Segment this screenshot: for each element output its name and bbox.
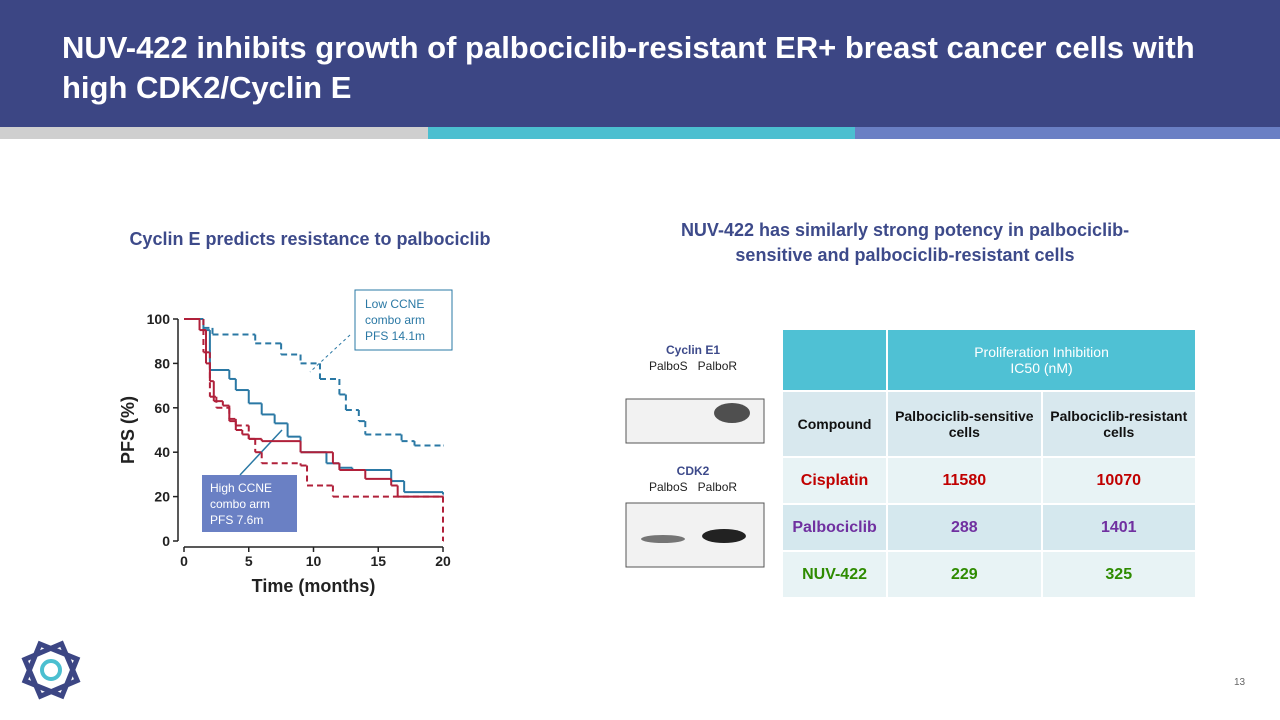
y-tick-label: 40 bbox=[154, 444, 170, 460]
y-tick-label: 80 bbox=[154, 355, 170, 371]
title-bar bbox=[0, 0, 1280, 127]
ic50-table: Proliferation Inhibition IC50 (nM) Compo… bbox=[780, 328, 1198, 599]
callout-line: PFS 7.6m bbox=[210, 513, 264, 527]
x-tick-label: 5 bbox=[245, 553, 253, 569]
x-tick-label: 15 bbox=[370, 553, 386, 569]
page-number: 13 bbox=[1234, 677, 1246, 688]
callout-box bbox=[354, 289, 453, 351]
lane-label: PalboS bbox=[648, 359, 688, 373]
blot-band bbox=[641, 535, 685, 543]
group-header-text: Proliferation Inhibition bbox=[974, 344, 1109, 360]
table-row: Palbociclib 288 1401 bbox=[780, 503, 1198, 552]
y-axis-label: PFS (%) bbox=[118, 396, 138, 464]
cell: Cisplatin bbox=[780, 456, 889, 505]
lane-label: PalboR bbox=[697, 359, 738, 373]
x-tick-label: 20 bbox=[435, 553, 451, 569]
logo bbox=[21, 640, 81, 700]
cell: 10070 bbox=[1040, 456, 1198, 505]
callout-line: High CCNE bbox=[210, 481, 273, 495]
blot-label: Cyclin E1 PalboS PalboR bbox=[623, 342, 763, 374]
blot-band bbox=[714, 403, 750, 423]
x-tick-label: 0 bbox=[180, 553, 188, 569]
table-header: Proliferation Inhibition IC50 (nM) bbox=[780, 328, 1197, 392]
stripe bbox=[855, 127, 1280, 139]
group-subheader-text: IC50 (nM) bbox=[1010, 360, 1073, 376]
km-chart: 0 20 40 60 80 100 0 5 10 15 20 Time (months) PFS (%) bbox=[118, 311, 451, 596]
blot-band bbox=[702, 529, 746, 543]
table-row: NUV-422 229 325 bbox=[780, 550, 1198, 599]
cell: Palbociclib bbox=[780, 503, 889, 552]
stripe bbox=[0, 127, 428, 139]
stripe bbox=[428, 127, 855, 139]
x-tick-label: 10 bbox=[306, 553, 322, 569]
cell: 11580 bbox=[886, 456, 1043, 505]
callout-line: PFS 14.1m bbox=[365, 329, 426, 343]
y-tick-label: 20 bbox=[154, 489, 170, 505]
callout-arrow bbox=[309, 334, 351, 373]
y-tick-label: 100 bbox=[147, 311, 171, 327]
slide-title: NUV-422 inhibits growth of palbociclib-r… bbox=[62, 30, 1195, 105]
column-header: Palbociclib-sensitive cells bbox=[886, 390, 1043, 458]
blot-label: CDK2 PalboS PalboR bbox=[623, 463, 763, 495]
y-tick-label: 0 bbox=[162, 533, 170, 549]
panel-heading: Cyclin E predicts resistance to palbocic… bbox=[129, 229, 491, 249]
blot-title: Cyclin E1 bbox=[665, 343, 721, 357]
table-corner bbox=[780, 328, 889, 392]
lane-label: PalboR bbox=[697, 480, 738, 494]
y-tick-label: 60 bbox=[154, 400, 170, 416]
column-header: Palbociclib-resistant cells bbox=[1040, 390, 1198, 458]
callout-line: combo arm bbox=[210, 497, 271, 511]
cell: 229 bbox=[886, 550, 1043, 599]
callout-line: Low CCNE bbox=[365, 297, 425, 311]
cell: 1401 bbox=[1040, 503, 1198, 552]
callout-text: High CCNE combo arm PFS 7.6m bbox=[210, 480, 272, 528]
callout-line: combo arm bbox=[365, 313, 426, 327]
table-row: Cisplatin 11580 10070 bbox=[780, 456, 1198, 505]
lane-label: PalboS bbox=[648, 480, 688, 494]
group-header: Proliferation Inhibition IC50 (nM) bbox=[886, 328, 1197, 392]
column-header-row: Compound Palbociclib-sensitive cells Pal… bbox=[780, 390, 1198, 458]
x-axis-label: Time (months) bbox=[252, 576, 376, 596]
panel-heading: NUV-422 has similarly strong potency in … bbox=[680, 220, 1130, 265]
callout-box bbox=[202, 475, 297, 532]
cell: 325 bbox=[1040, 550, 1198, 599]
cell: NUV-422 bbox=[780, 550, 889, 599]
callout-text: Low CCNE combo arm PFS 14.1m bbox=[365, 296, 425, 344]
column-header: Compound bbox=[780, 390, 889, 458]
blot-title: CDK2 bbox=[676, 464, 710, 478]
cell: 288 bbox=[886, 503, 1043, 552]
